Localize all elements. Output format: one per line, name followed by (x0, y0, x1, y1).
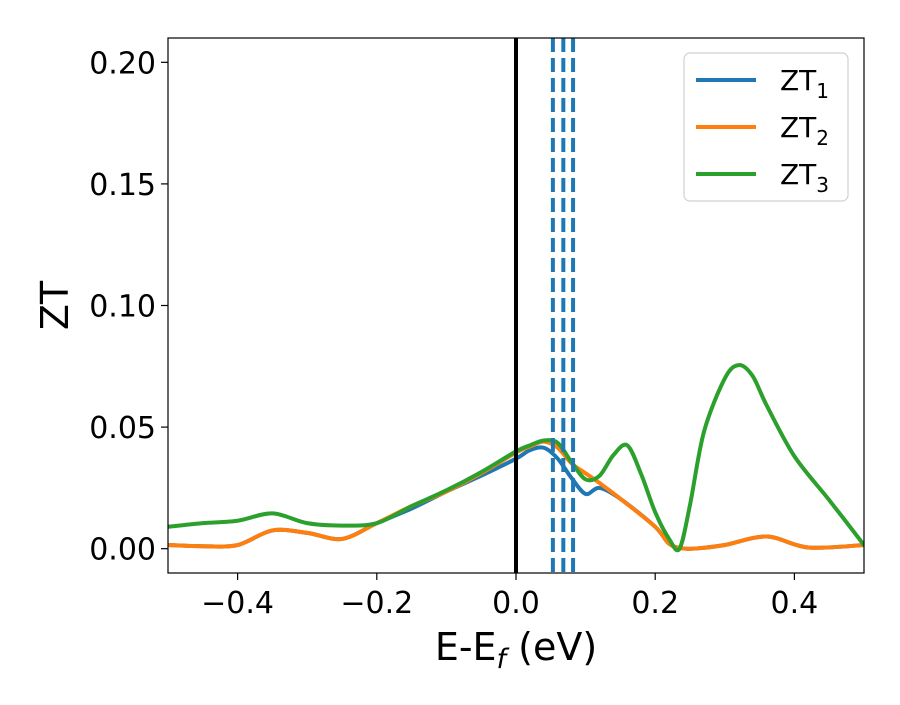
y-tick-label: 0.05 (89, 411, 156, 446)
ticks-layer: −0.4 −0.2 0.0 0.2 0.4 0.00 0.05 0.10 0.15 0.20 (89, 46, 818, 621)
y-tick-label: 0.20 (89, 46, 156, 81)
legend-label-zt3: ZT3 (780, 158, 829, 197)
x-tick-label: −0.4 (201, 586, 274, 621)
vertical-lines-layer (514, 38, 576, 573)
y-tick-label: 0.10 (89, 290, 156, 325)
series-line-zt3 (168, 363, 864, 553)
series-layer (168, 363, 864, 553)
x-tick-label: −0.2 (340, 586, 413, 621)
legend: ZT1 ZT2 ZT3 (683, 52, 849, 202)
x-tick-label: 0.2 (631, 586, 679, 621)
x-tick-label: 0.0 (492, 586, 540, 621)
y-axis-label: ZT (33, 280, 77, 330)
y-tick-label: 0.00 (89, 533, 156, 568)
x-axis-label: E-Ef (eV) (435, 625, 597, 675)
y-tick-label: 0.15 (89, 168, 156, 203)
legend-box (683, 52, 849, 202)
x-tick-label: 0.4 (771, 586, 819, 621)
legend-label-zt2: ZT2 (780, 111, 829, 150)
legend-label-zt1: ZT1 (780, 64, 829, 103)
series-line-zt2 (168, 439, 864, 551)
